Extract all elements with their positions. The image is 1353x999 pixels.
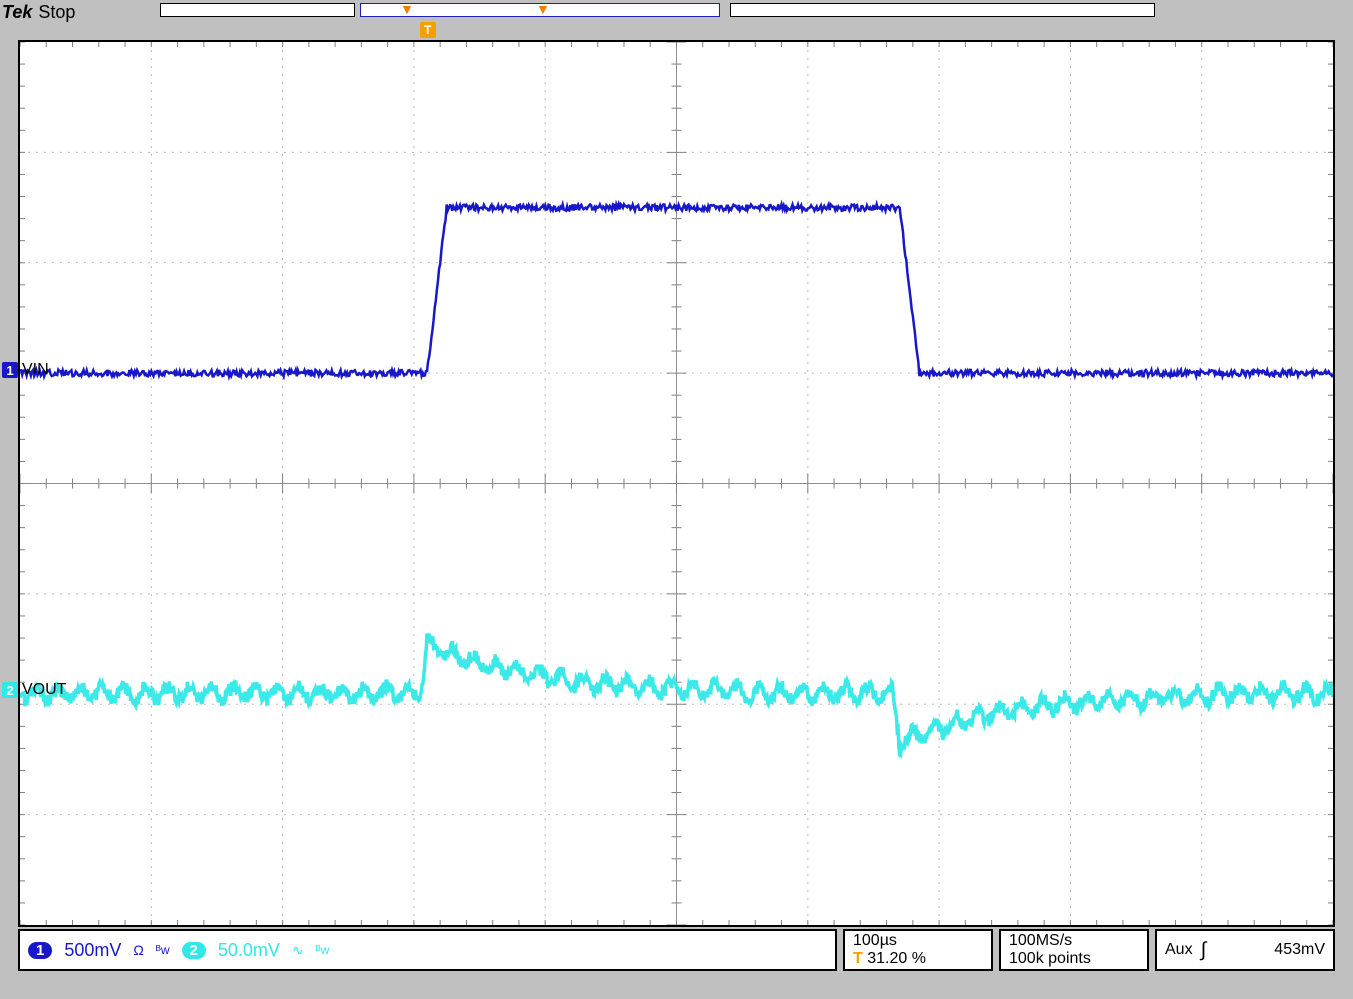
trigger-t-icon: T [853, 950, 867, 967]
channel-2-name: VOUT [22, 681, 66, 699]
acquisition-readout-box[interactable]: 100MS/s 100k points [999, 929, 1149, 971]
channel-1-scale: 500mV [64, 940, 121, 961]
channel-1-ground-marker[interactable]: 1 VIN [2, 361, 49, 379]
overview-box-right [730, 3, 1155, 17]
sample-rate: 100MS/s [1009, 932, 1072, 950]
trigger-level: 453mV [1274, 941, 1325, 959]
channel-2-scale: 50.0mV [218, 940, 280, 961]
channel-1-badge: 1 [2, 362, 18, 378]
trigger-source: Aux [1165, 941, 1193, 959]
channel-1-bw-icon: ᴮw [156, 943, 170, 957]
waveform-canvas [20, 42, 1333, 925]
trigger-readout-box[interactable]: Aux ∫ 453mV [1155, 929, 1335, 971]
timebase-scale: 100µs [853, 932, 897, 950]
channel-1-coupling-icon: Ω [133, 942, 143, 958]
channel-2-ground-marker[interactable]: 2 VOUT [2, 681, 66, 699]
trigger-marker-row: T T [0, 18, 1353, 38]
channel-1-name: VIN [22, 361, 49, 379]
oscilloscope-graticule[interactable] [18, 40, 1335, 927]
channel-readout-box[interactable]: 1 500mV Ω ᴮw 2 50.0mV ∿ ᴮw [18, 929, 837, 971]
channel-2-bw-icon: ᴮw [316, 943, 330, 957]
channel-1-pill[interactable]: 1 [28, 942, 52, 959]
trigger-position: 31.20 % [867, 950, 926, 967]
overview-box-left [160, 3, 355, 17]
trigger-overview-marker-b: ▼ [536, 1, 550, 17]
trigger-overview-marker-a: ▼ [400, 1, 414, 17]
channel-2-pill[interactable]: 2 [182, 942, 206, 959]
trigger-t-marker-a[interactable]: T [420, 22, 436, 38]
record-length: 100k points [1009, 950, 1091, 968]
readout-bar: 1 500mV Ω ᴮw 2 50.0mV ∿ ᴮw 100µs T 31.20… [18, 929, 1335, 971]
trigger-edge-icon: ∫ [1201, 939, 1206, 961]
channel-2-badge: 2 [2, 682, 18, 698]
timebase-readout-box[interactable]: 100µs T 31.20 % [843, 929, 993, 971]
channel-2-coupling-icon: ∿ [292, 942, 304, 959]
